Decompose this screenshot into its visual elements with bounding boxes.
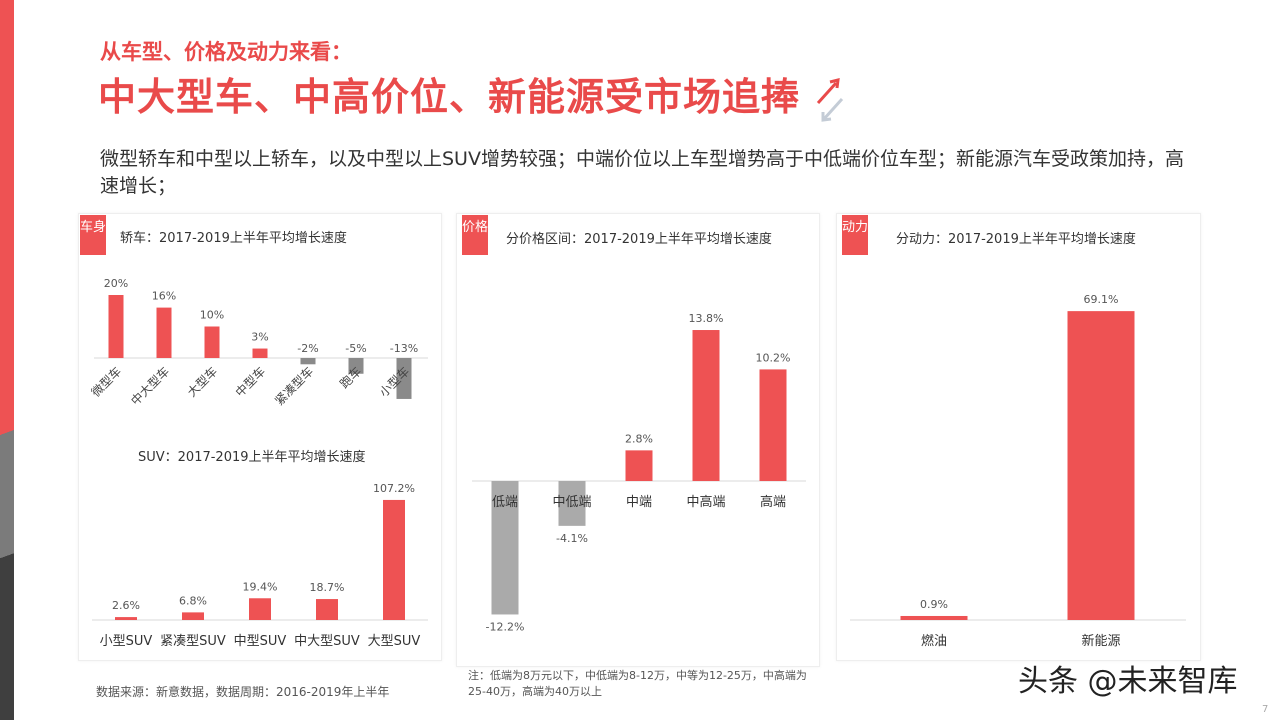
data-source: 数据来源：新意数据，数据周期：2016-2019年上半年 [96, 685, 390, 699]
tag-body: 车身 [80, 215, 106, 255]
price-category-label: 低端 [492, 495, 518, 510]
power-value-label: 0.9% [920, 598, 948, 611]
price-value-label: -12.2% [486, 620, 525, 633]
suv-chart-title: SUV：2017-2019上半年平均增长速度 [138, 450, 366, 465]
power-chart-title: 分动力：2017-2019上半年平均增长速度 [896, 232, 1136, 247]
price-value-label: 2.8% [625, 432, 653, 445]
suv-category-label: 紧凑型SUV [160, 634, 226, 649]
suv-category-label: 小型SUV [100, 634, 153, 649]
sedan-value-label: 3% [251, 331, 268, 344]
power-bar [1067, 311, 1135, 620]
sedan-category-label: 紧凑型车 [272, 364, 317, 409]
price-category-label: 中高端 [686, 494, 725, 510]
sedan-bar [156, 307, 172, 358]
price-category-label: 中低端 [552, 495, 591, 510]
sedan-category-label: 中大型车 [128, 364, 173, 409]
slide-title: 中大型车、中高价位、新能源受市场追捧 [98, 66, 848, 123]
suv-bar [316, 599, 338, 620]
sedan-category-label: 中型车 [232, 364, 268, 400]
price-bar [692, 330, 720, 481]
price-bar [491, 481, 519, 615]
side-accent-strip [0, 0, 14, 720]
price-category-label: 中端 [626, 495, 652, 510]
sedan-value-label: 10% [200, 309, 224, 322]
price-value-label: 13.8% [689, 312, 724, 325]
tag-power: 动力 [842, 215, 868, 255]
sedan-category-label: 大型车 [184, 364, 220, 400]
panel-power [836, 213, 1201, 661]
sedan-bar [108, 295, 124, 358]
page-number: 7 [1262, 704, 1269, 715]
power-category-label: 新能源 [1081, 633, 1120, 649]
sedan-category-label: 微型车 [88, 364, 124, 400]
tag-price: 价格 [462, 215, 488, 255]
slide-description: 微型轿车和中型以上轿车，以及中型以上SUV增势较强；中端价位以上车型增势高于中低… [100, 148, 1184, 197]
suv-bar [115, 617, 137, 620]
sedan-bar [300, 358, 316, 365]
suv-value-label: 19.4% [243, 580, 278, 593]
suv-bar [383, 499, 405, 620]
sedan-value-label: -13% [390, 342, 418, 355]
up-down-arrows-icon [817, 77, 844, 122]
sedan-value-label: -2% [297, 342, 318, 355]
watermark: 头条 @未来智库 [1018, 664, 1238, 699]
power-bar [900, 615, 968, 620]
suv-value-label: 6.8% [179, 594, 207, 607]
price-note: 注：低端为8万元以下，中低端为8-12万，中等为12-25万，中高端为25-40… [468, 669, 807, 698]
price-value-label: -4.1% [556, 532, 588, 545]
power-value-label: 69.1% [1084, 293, 1119, 306]
suv-category-label: 大型SUV [368, 634, 421, 649]
sedan-bar [348, 358, 364, 374]
sedan-chart-title: 轿车：2017-2019上半年平均增长速度 [120, 231, 347, 246]
suv-category-label: 中大型SUV [294, 634, 360, 649]
suv-value-label: 107.2% [373, 482, 415, 495]
panel-body-type [78, 213, 442, 661]
suv-category-label: 中型SUV [234, 634, 287, 649]
price-chart-title: 分价格区间：2017-2019上半年平均增长速度 [506, 232, 772, 247]
price-bar [759, 369, 787, 481]
sedan-value-label: 16% [152, 290, 176, 303]
suv-bar [182, 612, 204, 620]
sedan-bar [204, 326, 220, 358]
slide-subtitle: 从车型、价格及动力来看： [100, 40, 352, 64]
sedan-bar [396, 358, 412, 399]
price-category-label: 高端 [760, 494, 786, 510]
power-category-label: 燃油 [921, 633, 947, 649]
suv-value-label: 18.7% [310, 581, 345, 594]
sedan-value-label: -5% [345, 342, 366, 355]
price-bar [558, 481, 586, 526]
price-bar [625, 450, 653, 481]
slide-title-text: 中大型车、中高价位、新能源受市场追捧 [98, 75, 801, 119]
suv-bar [249, 598, 271, 620]
sedan-bar [252, 348, 268, 358]
suv-value-label: 2.6% [112, 599, 140, 612]
sedan-value-label: 20% [104, 277, 128, 290]
price-value-label: 10.2% [756, 351, 791, 364]
